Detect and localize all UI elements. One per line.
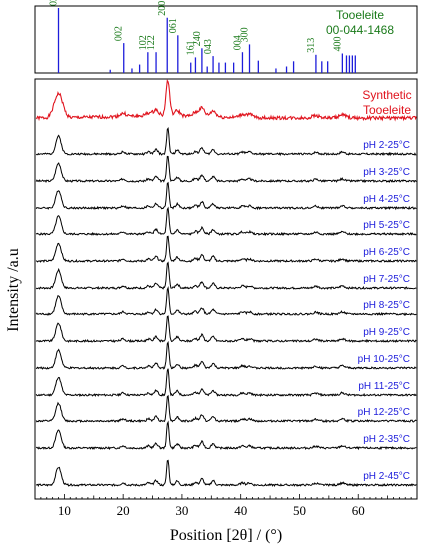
trace-2 xyxy=(35,155,417,184)
trace-3 xyxy=(35,181,417,211)
hkl-label-17: 004 xyxy=(232,35,243,50)
x-tick-label-60: 60 xyxy=(352,503,365,518)
x-tick-label-30: 30 xyxy=(175,503,188,518)
series-label-5: pH 6-25°C xyxy=(363,247,410,258)
trace-5 xyxy=(35,235,417,263)
trace-10 xyxy=(35,368,417,398)
series-label-12: pH 2-35°C xyxy=(363,434,410,445)
trace-8 xyxy=(35,315,417,344)
hkl-label-5: 102 xyxy=(138,35,149,50)
trace-9 xyxy=(35,340,417,371)
trace-6 xyxy=(35,261,417,290)
x-tick-label-40: 40 xyxy=(234,503,247,518)
trace-7 xyxy=(35,286,417,316)
trace-4 xyxy=(35,206,417,237)
series-label-13: pH 2-45°C xyxy=(363,471,410,482)
trace-0 xyxy=(35,79,417,122)
x-tick-label-20: 20 xyxy=(117,503,130,518)
series-label-10: pH 11-25°C xyxy=(358,381,410,392)
series-label-7: pH 8-25°C xyxy=(363,300,410,311)
y-axis-label: Intensity /a.u xyxy=(5,248,22,332)
series-label-synthetic-line1: Synthetic xyxy=(362,88,411,102)
hkl-label-6: 122 xyxy=(146,35,157,50)
x-axis: 10 20 30 40 50 60 xyxy=(34,494,418,518)
hkl-label-2: 002 xyxy=(114,26,125,41)
trace-13 xyxy=(35,459,417,488)
series-label-2: pH 3-25°C xyxy=(363,167,410,178)
x-tick-label-50: 50 xyxy=(293,503,306,518)
reference-name: Tooeleite xyxy=(336,8,384,22)
trace-12 xyxy=(35,420,417,451)
reference-peak-lines xyxy=(57,8,356,73)
series-label-9: pH 10-25°C xyxy=(358,354,410,365)
hkl-label-13: 043 xyxy=(203,39,214,54)
hkl-label-8: 061 xyxy=(168,18,179,33)
hkl-label-18: 300 xyxy=(240,27,251,42)
hkl-label-7: 200 xyxy=(157,1,168,16)
hkl-label-10: 161 xyxy=(185,40,196,55)
trace-11 xyxy=(35,394,417,424)
x-axis-label: Position [2θ] / (°) xyxy=(170,527,282,544)
pattern-traces xyxy=(35,79,417,488)
pattern-panel-frame xyxy=(34,78,418,500)
series-label-3: pH 4-25°C xyxy=(363,194,410,205)
reference-card: 00-044-1468 xyxy=(326,23,394,37)
series-label-synthetic-line2: Tooeleite xyxy=(363,103,411,117)
series-label-11: pH 12-25°C xyxy=(358,407,410,418)
series-label-1: pH 2-25°C xyxy=(363,140,410,151)
series-label-6: pH 7-25°C xyxy=(363,274,410,285)
hkl-label-26: 400 xyxy=(332,37,343,52)
series-label-4: pH 5-25°C xyxy=(363,220,410,231)
hkl-label-0: 020 xyxy=(49,0,60,6)
hkl-label-23: 313 xyxy=(306,38,317,53)
reference-panel: 020002102122200061161240043004300313400 … xyxy=(34,0,418,74)
series-label-8: pH 9-25°C xyxy=(363,327,410,338)
trace-1 xyxy=(35,126,417,157)
hkl-label-11: 240 xyxy=(192,31,203,46)
x-tick-label-10: 10 xyxy=(58,503,71,518)
